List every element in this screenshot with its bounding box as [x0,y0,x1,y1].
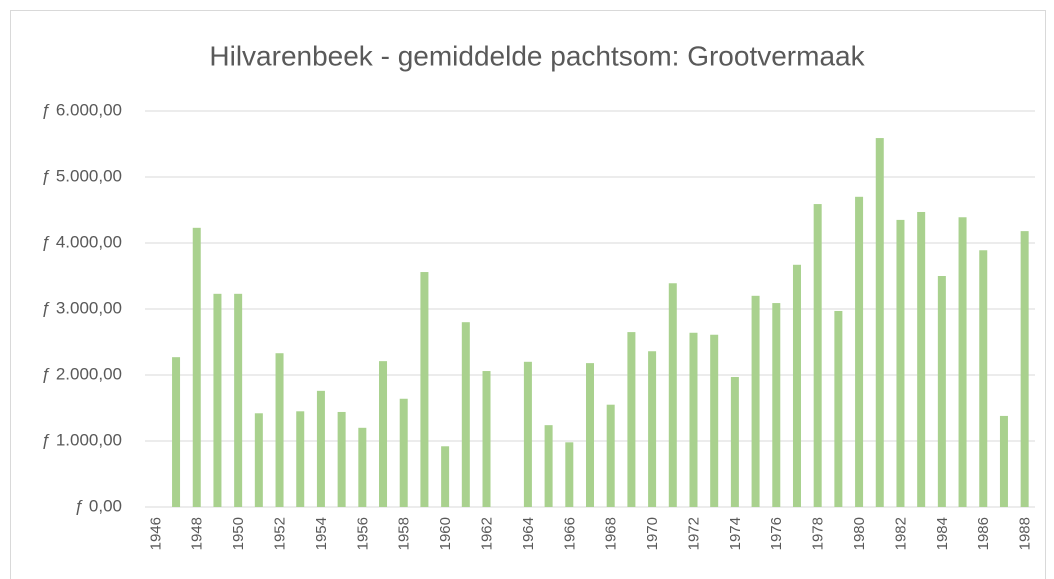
bar [772,303,781,507]
bar [275,353,284,507]
bar [730,376,739,507]
y-tick-label: ƒ 1.000,00 [42,430,122,449]
bar [834,310,843,507]
bar [813,204,822,507]
x-tick-label: 1974 [727,517,744,550]
bar [710,334,719,507]
x-tick-label: 1976 [768,517,785,550]
bar [213,293,222,507]
y-tick-label: ƒ 3.000,00 [42,298,122,317]
x-tick-label: 1960 [437,517,454,550]
bar [420,272,429,507]
bar [565,442,574,507]
y-tick-label: ƒ 5.000,00 [42,166,122,185]
x-tick-label: 1970 [644,517,661,550]
x-tick-label: 1980 [851,517,868,550]
y-tick-label: ƒ 4.000,00 [42,232,122,251]
bar [751,295,760,507]
bar [192,227,201,507]
x-tick-label: 1972 [685,517,702,550]
bar [668,283,677,507]
bar [689,332,698,507]
bar [875,138,884,507]
bar [523,361,532,507]
x-tick-label: 1950 [230,517,247,550]
x-tick-label: 1988 [1017,517,1034,550]
bar [482,371,491,507]
x-tick-label: 1966 [561,517,578,550]
x-tick-label: 1964 [520,517,537,550]
y-tick-label: ƒ 0,00 [75,496,122,515]
bar [254,413,263,507]
x-tick-label: 1954 [313,517,330,550]
x-tick-label: 1982 [892,517,909,550]
x-tick-label: 1986 [975,517,992,550]
bar [896,219,905,507]
bar [792,264,801,507]
bar [958,217,967,507]
bar [441,446,450,507]
bar [358,427,367,507]
x-tick-label: 1952 [272,517,289,550]
bar [337,411,346,507]
x-tick-label: 1946 [147,517,164,550]
y-tick-label: ƒ 2.000,00 [42,364,122,383]
x-tick-label: 1956 [354,517,371,550]
x-tick-label: 1968 [603,517,620,550]
bar [379,361,388,507]
bar [172,357,181,507]
bar [544,425,553,507]
chart-title: Hilvarenbeek - gemiddelde pachtsom: Groo… [209,40,865,71]
bar [316,390,325,507]
x-tick-label: 1958 [396,517,413,550]
bar [586,363,594,507]
bar [234,293,243,507]
bar [296,411,305,507]
y-tick-label: ƒ 6.000,00 [42,100,122,119]
bar [461,322,470,507]
bar [937,276,946,507]
bar [979,250,988,507]
bar [648,351,657,507]
x-tick-label: 1948 [189,517,206,550]
bar [627,332,636,507]
x-tick-label: 1962 [478,517,495,550]
x-tick-label: 1978 [810,517,827,550]
bar [999,415,1008,507]
bar [1020,231,1029,507]
bar [917,211,926,508]
x-tick-label: 1984 [934,517,951,550]
bar [855,196,864,508]
bar [399,398,408,507]
bar [606,404,615,507]
